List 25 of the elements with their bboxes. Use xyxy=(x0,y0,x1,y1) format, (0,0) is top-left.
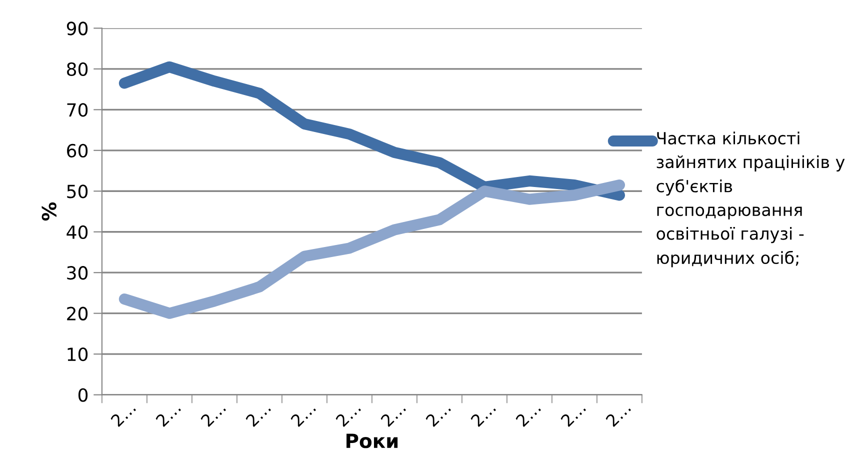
x-tick-label: 2… xyxy=(335,401,361,428)
x-tick-label: 2… xyxy=(605,401,631,428)
x-tick-label: 2… xyxy=(470,401,496,428)
y-tick-label: 80 xyxy=(67,62,88,76)
y-tick-label: 90 xyxy=(66,22,88,36)
x-tick-label: 2… xyxy=(155,401,181,428)
y-tick-label: 50 xyxy=(67,184,88,198)
y-tick-label: 10 xyxy=(68,348,88,362)
y-tick-label: 30 xyxy=(67,266,88,280)
x-tick-label: 2… xyxy=(380,401,406,428)
x-tick-label: 2… xyxy=(200,401,226,428)
legend-label: Частка кількості зайнятих працініків у суб'єктів господарювання освітньої галузі - юридичних осіб; xyxy=(656,132,845,268)
y-tick-label: 70 xyxy=(67,103,88,117)
x-tick-label: 2… xyxy=(290,401,316,428)
y-tick-label: 40 xyxy=(66,225,88,239)
x-tick-label: 2… xyxy=(560,401,586,428)
y-tick-label: 20 xyxy=(67,306,88,320)
x-tick-label: 2… xyxy=(245,401,271,428)
x-tick-label: 2… xyxy=(425,401,451,428)
y-tick-label: 0 xyxy=(78,388,88,402)
x-tick-label: 2… xyxy=(110,401,136,428)
y-axis-title: % xyxy=(42,202,56,221)
y-tick-label: 60 xyxy=(67,144,88,158)
x-tick-label: 2… xyxy=(515,401,541,428)
x-axis-title: Роки xyxy=(346,434,398,448)
